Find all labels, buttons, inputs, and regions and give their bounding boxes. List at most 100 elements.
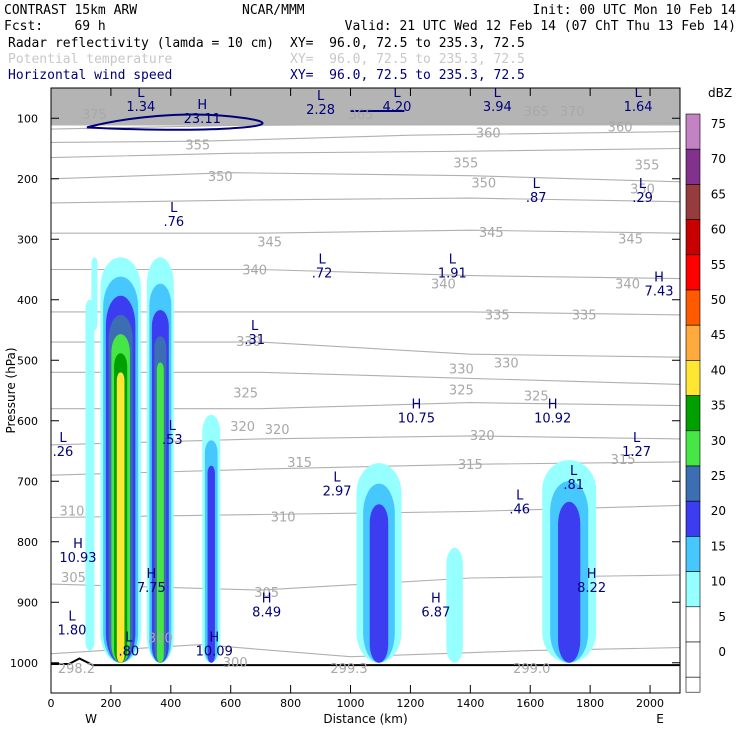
wind-extremum-value: 10.75 <box>398 412 435 427</box>
wind-extremum-kind: H <box>209 631 219 646</box>
header-org: NCAR/MMM <box>242 3 305 18</box>
theta-label: 365 <box>349 108 374 123</box>
wind-extremum-value: .87 <box>526 191 547 206</box>
theta-label: 325 <box>449 384 474 399</box>
wind-extremum-value: 1.80 <box>57 623 86 638</box>
wind-extremum-value: .81 <box>563 478 584 493</box>
wind-extremum-kind: H <box>587 567 597 582</box>
wind-extremum-kind: L <box>333 470 341 485</box>
theta-label: 350 <box>471 177 496 192</box>
reflectivity-cell-2-40dbz <box>116 372 125 663</box>
wind-extremum-kind: L <box>317 89 325 104</box>
x-tick-label: 1800 <box>576 697 604 710</box>
theta-contour-line <box>51 435 680 446</box>
wind-extremum-value: 1.64 <box>624 100 653 115</box>
colorbar-swatch <box>685 606 701 643</box>
wind-extremum-value: 10.92 <box>534 412 571 427</box>
wind-extremum-value: 3.94 <box>483 100 512 115</box>
wind-extremum-value: .26 <box>53 445 74 460</box>
colorbar-swatch <box>685 395 701 432</box>
wind-extremum-value: 4.20 <box>382 100 411 115</box>
theta-label: 345 <box>257 235 282 250</box>
wind-extremum-value: 7.75 <box>137 581 166 596</box>
field-theta-name: Potential temperature <box>8 52 173 67</box>
theta-contour-line <box>51 402 680 410</box>
theta-label: 345 <box>479 226 504 241</box>
theta-contour-line <box>51 172 680 183</box>
colorbar-level-label: 60 <box>711 223 726 237</box>
colorbar-level-label: 70 <box>711 152 726 166</box>
colorbar-unit: dBZ <box>708 86 732 100</box>
colorbar-level-label: 15 <box>711 539 726 553</box>
x-tick-label: 1600 <box>516 697 544 710</box>
x-tick-label: 2000 <box>636 697 664 710</box>
wind-extremum-kind: L <box>169 419 177 434</box>
plot-area: 375 365 365 370 360 360 355 355 355 350 350 350 345 3… <box>51 86 680 677</box>
wind-extremum-kind: L <box>251 319 259 334</box>
wind-extremum-kind: L <box>494 86 502 101</box>
axes: 100 200 300 400 500 600 700 800 900 1000 0 200 400 60… <box>4 87 681 726</box>
theta-label: 320 <box>230 420 255 435</box>
theta-label: 315 <box>611 453 636 468</box>
wind-extremum-kind: L <box>59 431 67 446</box>
theta-label: 325 <box>524 390 549 405</box>
reflectivity-cell-5-20dbz <box>369 504 389 663</box>
reflectivity-cell-4-20dbz <box>207 465 215 663</box>
theta-label: 300 <box>148 632 173 647</box>
header-model: CONTRAST 15km ARW <box>4 3 137 18</box>
theta-contour-line <box>51 147 680 159</box>
y-tick-label: 1000 <box>10 657 38 670</box>
theta-label: 305 <box>254 586 279 601</box>
upper-theta-band <box>51 88 680 126</box>
terrain-line <box>51 657 680 667</box>
theta-label: 355 <box>635 158 660 173</box>
colorbar-level-label: 40 <box>711 363 726 377</box>
wind-extremum-value: 7.43 <box>645 285 674 300</box>
theta-label: 315 <box>458 458 483 473</box>
theta-label: 305 <box>61 571 86 586</box>
theta-label: 375 <box>82 108 107 123</box>
wind-extremum-kind: H <box>654 271 664 286</box>
y-tick-label: 800 <box>17 536 38 549</box>
colorbar-level-label: 75 <box>711 117 726 131</box>
colorbar-swatch <box>685 148 701 185</box>
colorbar-swatch <box>685 184 701 220</box>
wind-extremum-kind: L <box>516 488 524 503</box>
theta-label: 365 <box>524 105 549 120</box>
theta-label: 299.3 <box>330 662 367 677</box>
colorbar-swatch <box>685 430 701 467</box>
y-axis-label: Pressure (hPa) <box>4 347 18 433</box>
theta-label: 350 <box>630 183 655 198</box>
colorbar-level-label: 50 <box>711 293 726 307</box>
y-tick-label: 100 <box>17 112 38 125</box>
wind-extremum-kind: L <box>634 86 642 101</box>
colorbar-level-label: 30 <box>711 434 726 448</box>
theta-label: 298.2 <box>58 662 95 677</box>
colorbar-level-label: 20 <box>711 504 726 518</box>
theta-label: 300 <box>223 656 248 671</box>
colorbar-swatch <box>685 571 701 608</box>
x-tick-label: 1400 <box>456 697 484 710</box>
wind-extremum-kind: H <box>197 98 207 113</box>
theta-contour-line <box>51 268 680 280</box>
y-tick-label: 600 <box>17 415 38 428</box>
wind-extremum-value: 10.09 <box>196 645 233 660</box>
x-tick-label: 800 <box>280 697 301 710</box>
wind-extremum-value: 8.49 <box>252 605 281 620</box>
wind-extremum-value: 2.97 <box>323 484 352 499</box>
theta-label: 360 <box>608 120 633 135</box>
theta-label: 330 <box>236 335 261 350</box>
x-axis-label: Distance (km) <box>323 712 407 726</box>
x-tick-label: 400 <box>160 697 181 710</box>
field-wind-xy: XY= 96.0, 72.5 to 235.3, 72.5 <box>290 68 525 83</box>
wind-extremum-kind: L <box>639 177 647 192</box>
colorbar-level-label: 65 <box>711 187 726 201</box>
theta-label: 340 <box>431 278 456 293</box>
theta-label: 335 <box>485 308 510 323</box>
wind-extremum-value: .80 <box>119 645 140 660</box>
reflectivity-cell-3-30dbz <box>156 362 164 663</box>
wind-extremum-kind: H <box>73 537 83 552</box>
wind-extremum-kind: H <box>412 398 422 413</box>
colorbar-level-label: 25 <box>711 469 726 483</box>
